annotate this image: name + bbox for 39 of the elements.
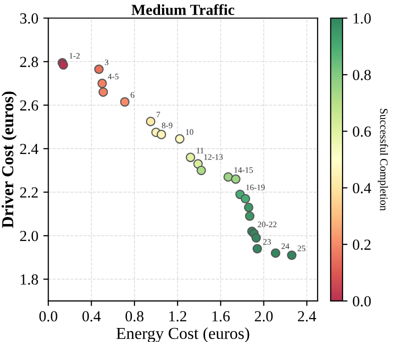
x-tick-label: 2.4 (298, 311, 316, 322)
x-tick-label: 1.2 (169, 311, 186, 322)
chart-title: Medium Traffic (132, 4, 234, 16)
annotation: 7 (156, 112, 160, 118)
x-tick-label: 2.0 (254, 311, 273, 322)
annotation: 14-15 (234, 167, 253, 173)
y-tick-label: 1.8 (20, 274, 38, 285)
color-bar-label: 0.6 (352, 126, 371, 137)
annotation: 8-9 (162, 122, 172, 128)
x-tick-label: 0.0 (39, 311, 58, 322)
color-bar-label: 0.2 (352, 240, 371, 250)
annotation: 12-13 (204, 154, 223, 160)
annotation: 10 (186, 129, 194, 135)
annotation: 16-19 (246, 184, 265, 190)
y-tick-label: 2.2 (20, 187, 38, 198)
annotation: 1-2 (70, 53, 80, 59)
annotation: 23 (263, 239, 271, 245)
annotation: 20-22 (258, 222, 276, 228)
y-tick-label: 2.0 (20, 230, 38, 242)
annotation: 25 (298, 246, 306, 252)
color-bar-label: 1.0 (354, 13, 371, 24)
y-axis-title: Driver Cost (euros) (2, 92, 17, 228)
x-tick-label: 1.6 (212, 311, 230, 322)
y-tick-label: 2.4 (20, 144, 38, 154)
y-tick-label: 2.6 (20, 100, 38, 111)
annotation: 6 (130, 92, 134, 98)
y-tick-label: 2.8 (20, 56, 38, 68)
color-bar-title: Successful Completion (378, 108, 388, 211)
y-tick-label: 3.0 (20, 13, 38, 24)
color-bar-label: 0.8 (352, 70, 371, 80)
annotation: 3 (104, 60, 108, 66)
x-axis-title: Energy Cost (euros) (116, 327, 250, 342)
x-tick-label: 0.4 (82, 311, 101, 322)
annotation: 24 (282, 243, 290, 249)
annotation: 11 (196, 148, 204, 154)
color-bar-label: 0.0 (352, 296, 371, 306)
x-tick-label: 0.8 (126, 311, 144, 322)
color-bar-label: 0.4 (352, 182, 372, 194)
annotation: 4-5 (108, 74, 119, 80)
